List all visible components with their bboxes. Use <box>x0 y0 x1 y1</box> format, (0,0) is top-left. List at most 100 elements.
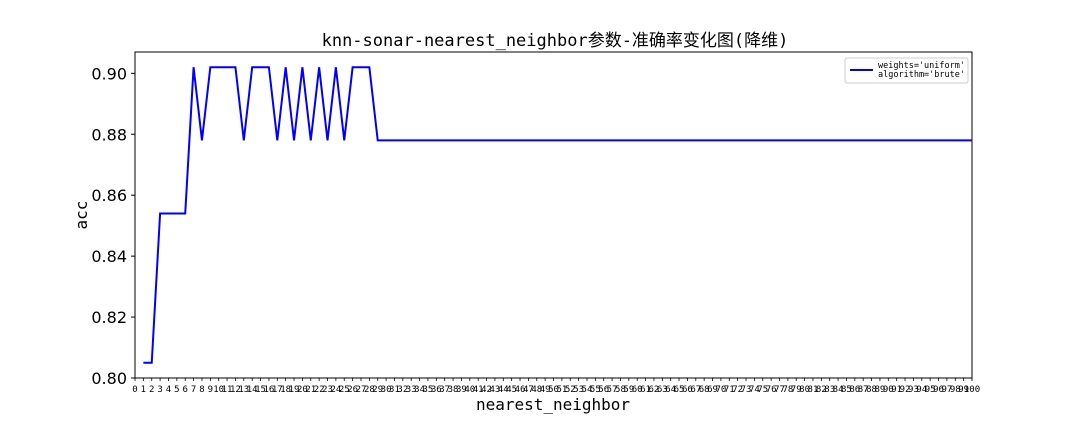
legend-label-line: weights='uniform' <box>878 61 965 71</box>
x-tick-label: 66 <box>682 385 693 395</box>
x-tick-label: 74 <box>749 385 760 395</box>
x-tick-label: 59 <box>623 385 634 395</box>
x-tick-label: 13 <box>238 385 249 395</box>
x-tick-label: 8 <box>199 385 204 395</box>
x-tick-label: 3 <box>157 385 162 395</box>
y-tick-label: 0.80 <box>91 369 127 388</box>
x-tick-label: 96 <box>933 385 944 395</box>
x-tick-label: 48 <box>531 385 542 395</box>
x-tick-label: 14 <box>247 385 258 395</box>
x-tick-label: 33 <box>406 385 417 395</box>
x-tick-label: 69 <box>707 385 718 395</box>
x-axis-label: nearest_neighbor <box>476 395 630 414</box>
x-tick-label: 72 <box>732 385 743 395</box>
x-tick-label: 25 <box>339 385 350 395</box>
y-axis-ticks: 0.80 0.82 0.84 0.86 0.88 0.90 <box>91 64 135 388</box>
x-tick-label: 23 <box>322 385 333 395</box>
x-tick-label: 45 <box>506 385 517 395</box>
x-tick-label: 7 <box>191 385 196 395</box>
x-tick-label: 81 <box>808 385 819 395</box>
x-tick-label: 68 <box>699 385 710 395</box>
x-tick-label: 97 <box>941 385 952 395</box>
series-layer <box>143 66 972 364</box>
y-tick-label: 0.86 <box>91 186 127 205</box>
x-tick-label: 54 <box>582 385 593 395</box>
x-tick-label: 26 <box>347 385 358 395</box>
x-tick-label: 37 <box>439 385 450 395</box>
x-tick-label: 99 <box>958 385 969 395</box>
legend-label: weights='uniform' algorithm='brute' <box>878 61 965 80</box>
x-tick-label: 57 <box>607 385 618 395</box>
x-tick-label: 71 <box>724 385 735 395</box>
legend-label-line: algorithm='brute' <box>878 70 965 80</box>
y-tick-label: 0.82 <box>91 308 127 327</box>
x-tick-label: 16 <box>263 385 274 395</box>
x-tick-label: 55 <box>590 385 601 395</box>
x-tick-label: 18 <box>280 385 291 395</box>
x-tick-label: 36 <box>431 385 442 395</box>
y-axis-label: acc <box>72 201 91 230</box>
x-tick-label: 2 <box>149 385 154 395</box>
x-tick-label: 78 <box>782 385 793 395</box>
x-tick-label: 58 <box>615 385 626 395</box>
x-tick-label: 20 <box>297 385 308 395</box>
y-tick-label: 0.88 <box>91 125 127 144</box>
x-tick-label: 28 <box>364 385 375 395</box>
legend-box <box>844 57 969 84</box>
x-tick-label: 29 <box>372 385 383 395</box>
x-tick-label: 64 <box>665 385 676 395</box>
x-tick-label: 86 <box>849 385 860 395</box>
x-tick-label: 39 <box>456 385 467 395</box>
x-tick-label: 87 <box>858 385 869 395</box>
x-tick-label: 34 <box>414 385 425 395</box>
x-tick-label: 19 <box>289 385 300 395</box>
x-tick-label: 0 <box>132 385 137 395</box>
x-tick-label: 52 <box>565 385 576 395</box>
x-tick-label: 31 <box>389 385 400 395</box>
x-tick-label: 53 <box>573 385 584 395</box>
x-tick-label: 62 <box>649 385 660 395</box>
x-tick-label: 60 <box>632 385 643 395</box>
x-tick-label: 17 <box>272 385 283 395</box>
x-tick-label: 1 <box>141 385 146 395</box>
x-tick-label: 76 <box>766 385 777 395</box>
x-tick-label: 47 <box>523 385 534 395</box>
x-tick-label: 21 <box>305 385 316 395</box>
x-tick-label: 27 <box>356 385 367 395</box>
x-tick-label: 40 <box>464 385 475 395</box>
x-tick-label: 92 <box>900 385 911 395</box>
x-tick-label: 43 <box>489 385 500 395</box>
x-tick-label: 61 <box>640 385 651 395</box>
x-tick-label: 79 <box>791 385 802 395</box>
x-tick-label: 41 <box>473 385 484 395</box>
plot-frame <box>134 51 973 379</box>
x-tick-label: 65 <box>674 385 685 395</box>
x-tick-label: 56 <box>598 385 609 395</box>
x-tick-label: 38 <box>448 385 459 395</box>
y-tick-label: 0.84 <box>91 247 127 266</box>
chart-title: knn-sonar-nearest_neighbor参数-准确率变化图(降维) <box>322 31 789 51</box>
x-tick-label: 100 <box>964 385 980 395</box>
x-tick-label: 42 <box>481 385 492 395</box>
x-tick-label: 10 <box>213 385 224 395</box>
x-tick-label: 9 <box>208 385 213 395</box>
x-tick-label: 95 <box>925 385 936 395</box>
x-tick-label: 82 <box>816 385 827 395</box>
x-tick-label: 70 <box>715 385 726 395</box>
x-tick-label: 11 <box>222 385 233 395</box>
x-axis-ticks: 0 1 2 3 4 5 6 7 8 9 101112131415161718192021222324… <box>132 378 980 395</box>
x-tick-label: 85 <box>841 385 852 395</box>
legend: weights='uniform' algorithm='brute' <box>844 57 969 84</box>
x-tick-label: 32 <box>397 385 408 395</box>
x-tick-label: 46 <box>515 385 526 395</box>
y-tick-label: 0.90 <box>91 64 127 83</box>
x-tick-label: 12 <box>230 385 241 395</box>
x-tick-label: 75 <box>757 385 768 395</box>
x-tick-label: 67 <box>690 385 701 395</box>
x-tick-label: 22 <box>314 385 325 395</box>
x-tick-label: 98 <box>950 385 961 395</box>
x-tick-label: 35 <box>423 385 434 395</box>
x-tick-label: 4 <box>166 385 171 395</box>
x-tick-label: 6 <box>183 385 188 395</box>
